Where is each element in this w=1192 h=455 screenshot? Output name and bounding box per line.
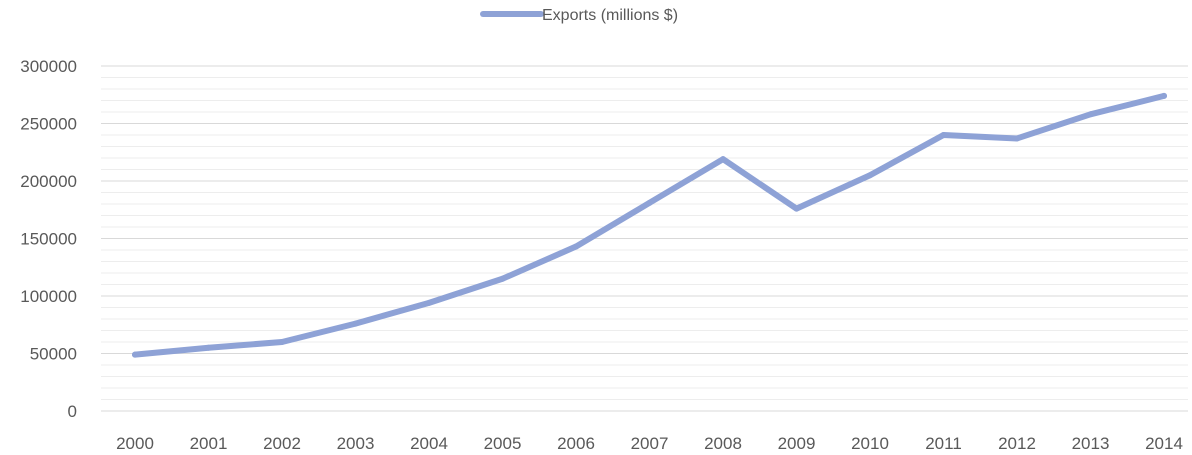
y-tick-label: 0 xyxy=(68,402,77,421)
x-tick-label: 2000 xyxy=(116,434,154,453)
legend-label: Exports (millions $) xyxy=(542,7,678,24)
data-point xyxy=(1087,111,1094,118)
x-tick-label: 2012 xyxy=(998,434,1036,453)
series-layer xyxy=(132,92,1167,358)
y-tick-label: 200000 xyxy=(20,172,77,191)
x-tick-label: 2007 xyxy=(631,434,669,453)
data-point xyxy=(1014,135,1020,142)
y-tick-label: 300000 xyxy=(20,57,77,76)
data-point xyxy=(720,156,726,163)
data-point xyxy=(352,320,359,327)
data-point xyxy=(132,351,138,358)
y-axis-tick-labels: 0 50000 100000 150000 200000 250000 300000 xyxy=(20,57,77,421)
x-tick-label: 2010 xyxy=(851,434,889,453)
major-gridlines xyxy=(101,65,1188,412)
data-point xyxy=(1161,92,1167,99)
data-point xyxy=(426,299,432,306)
data-point xyxy=(646,199,653,206)
legend: Exports (millions $) xyxy=(480,7,678,24)
data-point xyxy=(205,344,212,351)
x-tick-label: 2011 xyxy=(925,434,962,453)
data-point xyxy=(793,205,800,212)
x-axis-tick-labels: 2000 2001 2002 2003 2004 2005 2006 2007 2008 2009… xyxy=(116,434,1183,453)
y-tick-label: 150000 xyxy=(20,230,77,249)
x-tick-label: 2003 xyxy=(337,434,375,453)
data-point xyxy=(573,243,579,250)
data-point xyxy=(867,172,873,179)
y-tick-label: 100000 xyxy=(20,287,77,306)
y-tick-label: 50000 xyxy=(30,345,77,364)
x-tick-label: 2001 xyxy=(190,434,228,453)
x-tick-label: 2002 xyxy=(263,434,301,453)
data-point xyxy=(279,339,285,345)
y-tick-label: 250000 xyxy=(20,115,77,134)
x-tick-label: 2006 xyxy=(557,434,595,453)
x-tick-label: 2013 xyxy=(1072,434,1110,453)
x-tick-label: 2008 xyxy=(704,434,742,453)
x-tick-label: 2009 xyxy=(778,434,816,453)
data-point xyxy=(940,132,947,138)
x-tick-label: 2004 xyxy=(410,434,448,453)
x-tick-label: 2005 xyxy=(484,434,522,453)
x-tick-label: 2014 xyxy=(1145,434,1183,453)
data-point xyxy=(499,275,506,282)
